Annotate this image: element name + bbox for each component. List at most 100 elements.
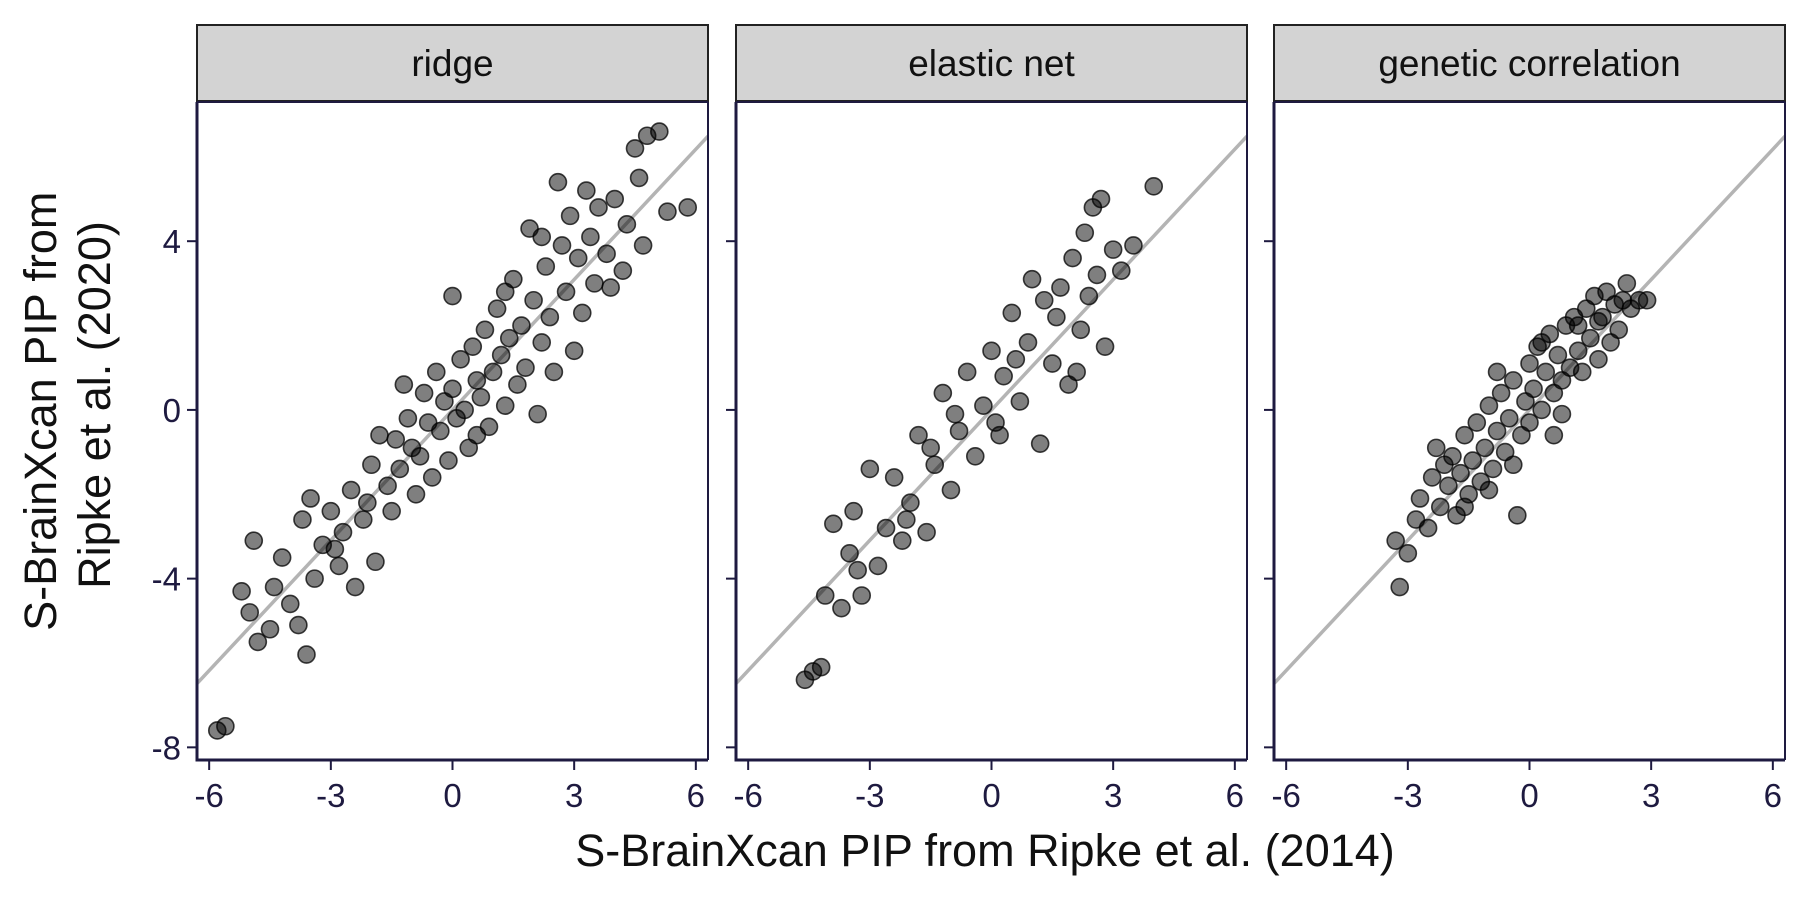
data-point [921,438,940,458]
data-point [1002,303,1022,323]
data-point [957,362,977,382]
data-point [232,581,251,601]
data-point [601,278,620,297]
data-point [1430,497,1450,517]
data-point [329,556,349,576]
data-point [301,489,320,508]
data-point [941,480,961,500]
data-point [1503,371,1523,390]
data-point [1524,379,1543,399]
data-point [556,282,576,302]
data-point [617,215,637,234]
data-point [240,603,260,622]
data-point [463,337,483,356]
data-point [1581,328,1600,348]
data-point [1479,396,1499,415]
data-point [1010,392,1030,411]
data-point [532,227,552,247]
x-tick-label: 6 [1226,777,1244,814]
data-point [1520,354,1539,373]
data-point [544,362,564,382]
data-point [1479,480,1499,500]
data-points [795,177,1164,690]
data-point [508,375,527,394]
data-point [917,522,936,542]
data-point [1467,413,1487,432]
data-point [455,400,474,420]
data-point [548,172,568,192]
data-point [832,598,851,618]
data-point [516,358,535,378]
data-point [540,307,560,327]
data-point [1111,261,1131,281]
x-tick-label: 3 [565,777,583,814]
data-point [1022,269,1042,289]
data-point [491,345,511,365]
data-point [650,122,669,141]
data-point [1079,286,1099,306]
x-tick-label: -6 [194,777,223,814]
data-point [658,202,677,221]
data-point [840,544,859,563]
data-point [1508,506,1527,525]
data-point [876,518,896,538]
data-point [577,181,596,200]
data-point [678,198,698,217]
data-point [362,455,381,475]
data-point [1047,307,1066,327]
data-point [1144,177,1164,196]
data-point [280,594,300,614]
data-point [852,586,872,605]
data-point [1475,438,1495,458]
data-point [1609,320,1629,340]
data-point [325,539,345,559]
data-point [1018,333,1038,352]
x-tick-label: 0 [982,777,1000,814]
data-point [945,404,965,424]
data-point [333,522,353,542]
data-point [892,531,912,550]
data-point [1487,362,1507,382]
data-point [406,484,426,504]
data-point [815,586,835,605]
data-point [216,716,235,736]
data-point [949,421,969,441]
data-point [1051,278,1070,297]
data-point [439,451,458,470]
data-point [1451,463,1470,483]
data-point [625,139,645,158]
data-point [1398,544,1418,563]
data-point [1091,189,1111,209]
x-tick-label: 6 [1764,777,1782,814]
data-point [1439,476,1458,496]
y-tick-label: 4 [163,223,181,260]
data-point [528,404,547,424]
data-point [1589,312,1608,331]
data-point [1491,383,1511,403]
data-point [884,468,904,487]
data-point [398,409,418,428]
x-axis-title: S-BrainXcan PIP from Ripke et al. (2014) [575,825,1395,876]
data-point [633,236,653,255]
y-tick-label: -8 [152,729,181,766]
data-point [321,501,341,521]
data-point [1435,455,1454,475]
data-point [358,493,377,513]
facet-panel-ridge: ridge -6 -3 0 3 6 -8 -4 0 4 [152,24,709,814]
data-point [605,189,625,209]
data-point [1410,489,1430,508]
x-tick-label: 6 [687,777,705,814]
data-point [431,421,450,441]
data-point [293,510,312,529]
data-point [1390,577,1410,597]
data-point [1637,290,1657,310]
data-point [422,468,442,487]
y-axis-title-line-2: Ripke et al. (2020) [69,221,120,589]
data-point [1455,425,1474,445]
x-tick-label: 3 [1104,777,1122,814]
data-point [1030,434,1050,453]
x-tick-label: -3 [855,777,884,814]
data-point [1075,223,1095,243]
